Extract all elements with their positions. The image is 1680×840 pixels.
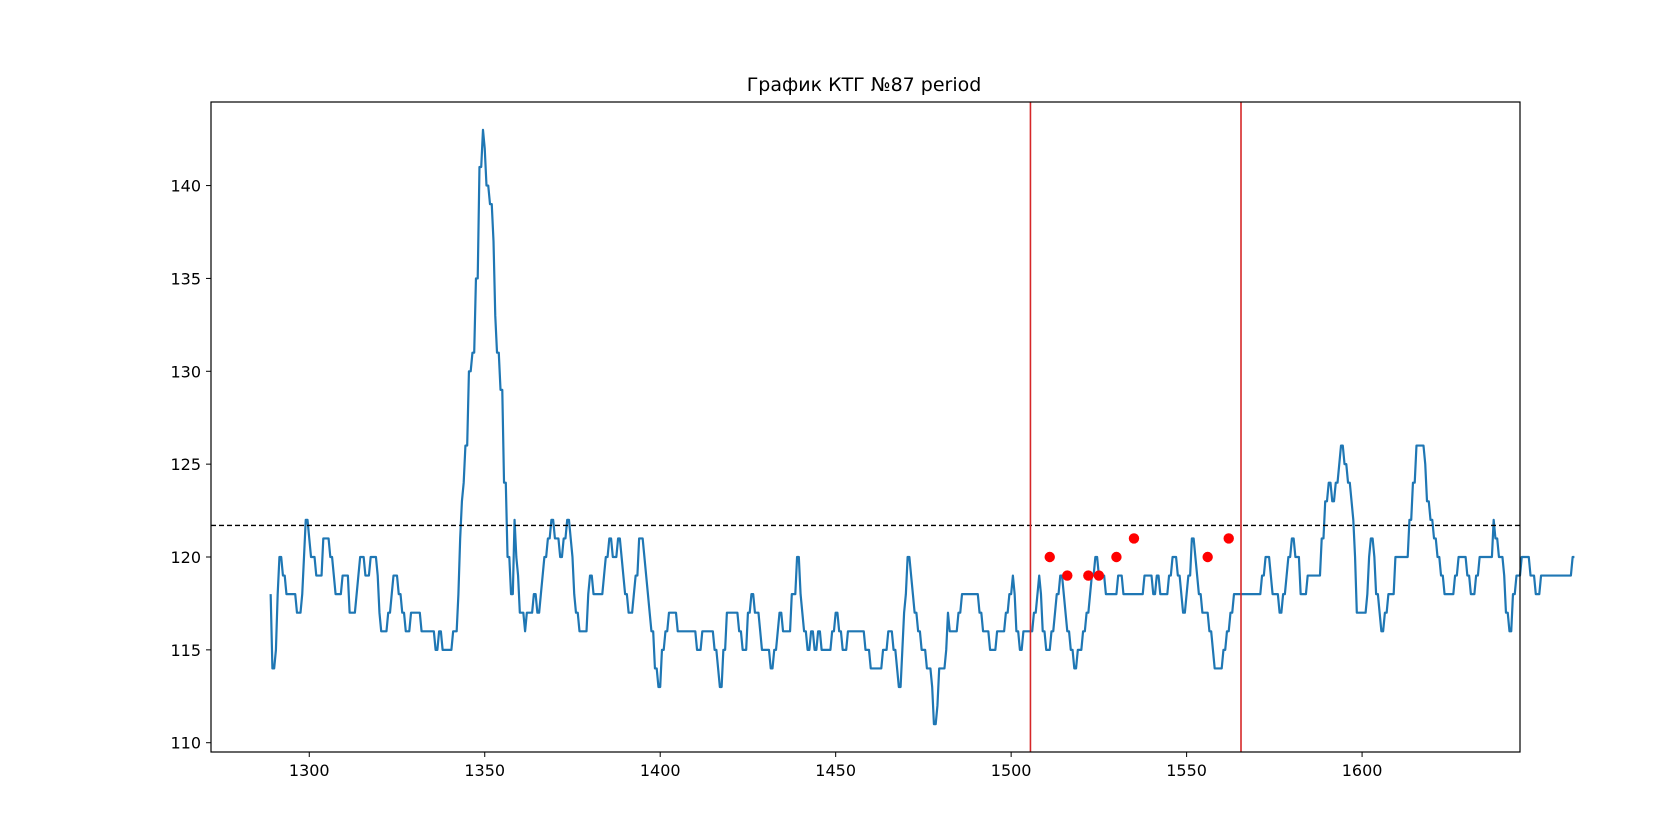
y-tick-label: 125 xyxy=(170,455,201,474)
series-line-0 xyxy=(269,128,1575,726)
marker-point-7 xyxy=(1223,533,1234,544)
marker-point-5 xyxy=(1128,533,1140,544)
marker-point-3 xyxy=(1093,570,1105,581)
x-tick-label: 1400 xyxy=(640,761,681,780)
plot-frame xyxy=(210,101,1521,753)
chart-title: График КТГ №87 period xyxy=(747,74,982,96)
y-tick-label: 115 xyxy=(170,641,201,660)
plot-area xyxy=(211,102,1575,752)
x-tick-label: 1350 xyxy=(464,761,505,780)
y-tick-label: 140 xyxy=(170,177,201,196)
y-tick-label: 110 xyxy=(170,734,201,753)
y-tick-label: 120 xyxy=(170,548,201,567)
marker-point-0 xyxy=(1044,551,1055,563)
y-tick-label: 135 xyxy=(170,269,201,288)
y-axis: 110 115 120 125 130 135 140 xyxy=(170,177,211,753)
x-tick-label: 1600 xyxy=(1342,761,1383,780)
marker-point-1 xyxy=(1062,570,1073,581)
y-tick-label: 130 xyxy=(170,362,201,381)
x-tick-label: 1300 xyxy=(289,761,330,780)
x-tick-label: 1450 xyxy=(815,761,856,780)
x-axis: 1300 1350 1400 1450 1500 1550 1600 xyxy=(289,752,1383,780)
marker-point-2 xyxy=(1083,570,1094,581)
marker-point-4 xyxy=(1111,551,1122,563)
x-tick-label: 1550 xyxy=(1166,761,1207,780)
x-tick-label: 1500 xyxy=(991,761,1032,780)
marker-point-6 xyxy=(1202,551,1213,563)
